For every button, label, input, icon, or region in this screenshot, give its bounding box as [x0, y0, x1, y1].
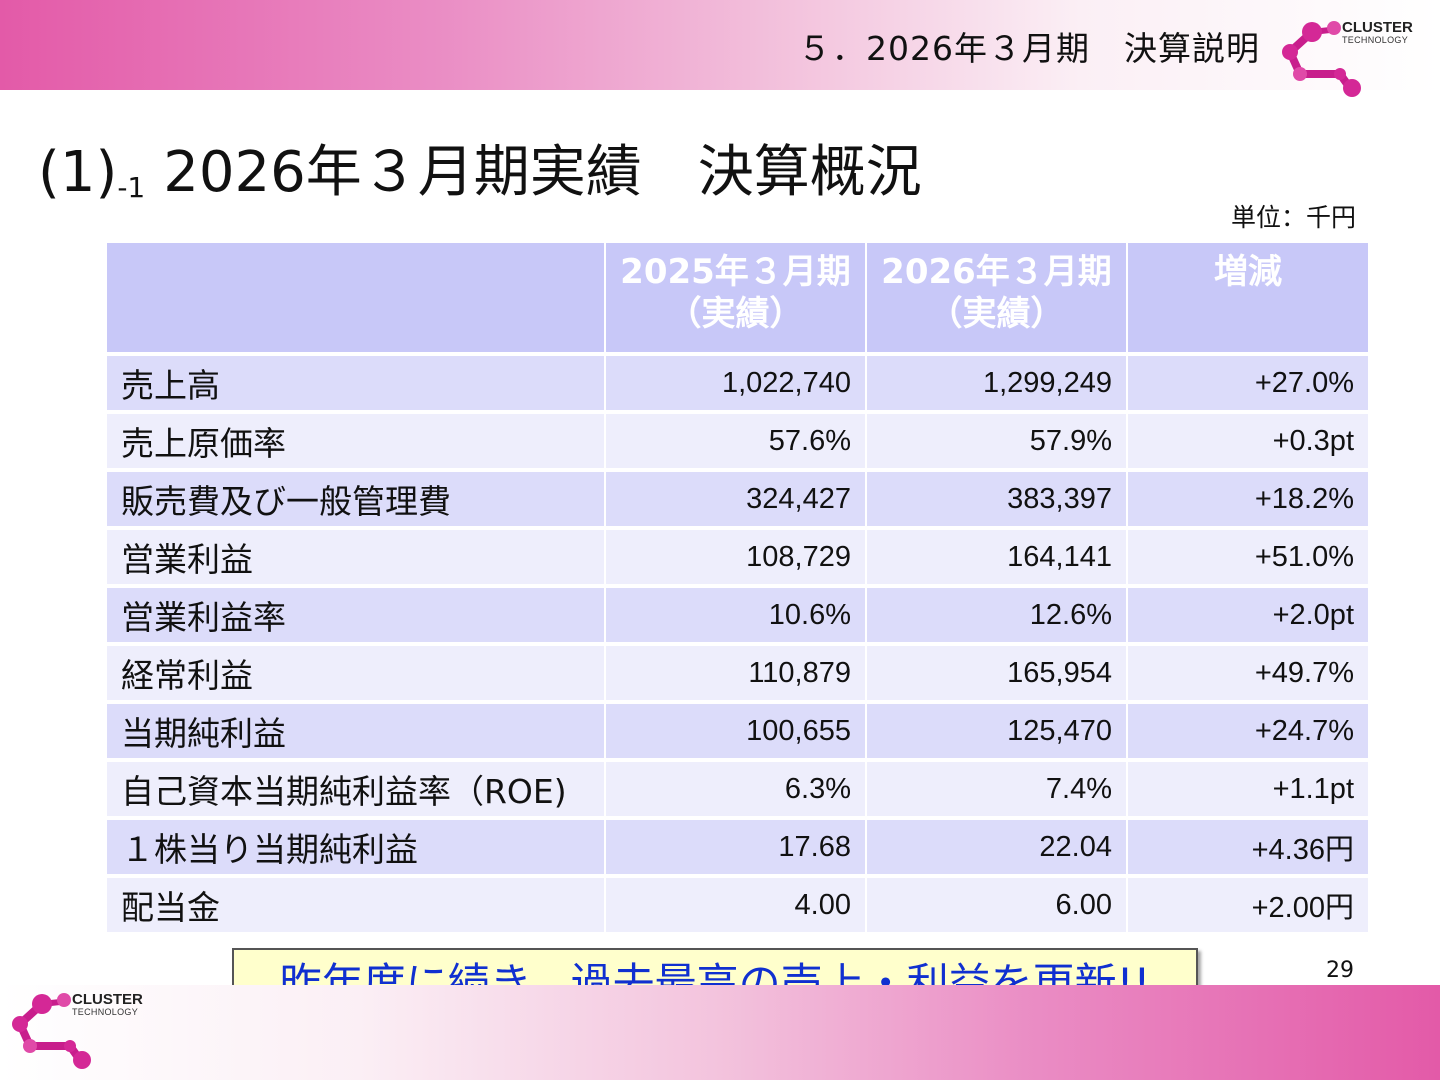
table-row: 当期純利益 100,655 125,470 +24.7%	[107, 702, 1368, 762]
row-label: 売上高	[107, 354, 606, 414]
cell-fy2026: 6.00	[866, 876, 1128, 936]
cell-fy2025: 4.00	[605, 876, 867, 936]
cell-fy2026: 125,470	[866, 702, 1128, 762]
cell-fy2025: 6.3%	[605, 760, 867, 820]
cell-fy2025: 10.6%	[605, 586, 867, 646]
cell-change: +1.1pt	[1127, 760, 1368, 820]
table-row: 自己資本当期純利益率（ROE) 6.3% 7.4% +1.1pt	[107, 760, 1368, 820]
cell-change: +27.0%	[1127, 354, 1368, 414]
cell-change: +4.36円	[1127, 818, 1368, 878]
cell-change: +0.3pt	[1127, 412, 1368, 472]
table-row: 経常利益 110,879 165,954 +49.7%	[107, 644, 1368, 704]
section-title: ５．2026年３月期 決算説明	[798, 29, 1260, 68]
cell-fy2026: 7.4%	[866, 760, 1128, 820]
table-row: 売上原価率 57.6% 57.9% +0.3pt	[107, 412, 1368, 472]
cell-fy2026: 22.04	[866, 818, 1128, 878]
cell-fy2026: 165,954	[866, 644, 1128, 704]
header-fy2026-note: （実績）	[928, 294, 1065, 334]
row-label: 当期純利益	[107, 702, 606, 762]
logo-text-technology: TECHNOLOGY	[72, 1007, 138, 1017]
header-cell-fy2026: 2026年３月期 （実績）	[866, 243, 1128, 356]
row-label: １株当り当期純利益	[107, 818, 606, 878]
row-label: 配当金	[107, 876, 606, 936]
row-label: 販売費及び一般管理費	[107, 470, 606, 530]
logo-text-cluster: CLUSTER	[72, 991, 143, 1008]
page-title: (1)-1 2026年３月期実績 決算概況	[38, 140, 922, 221]
cell-change: +18.2%	[1127, 470, 1368, 530]
table-row: 配当金 4.00 6.00 +2.00円	[107, 876, 1368, 936]
header-change-label: 増減	[1214, 252, 1282, 292]
cell-change: +2.0pt	[1127, 586, 1368, 646]
cell-fy2025: 100,655	[605, 702, 867, 762]
table-row: １株当り当期純利益 17.68 22.04 +4.36円	[107, 818, 1368, 878]
cluster-technology-logo: CLUSTER TECHNOLOGY	[1282, 19, 1413, 97]
table-row: 売上高 1,022,740 1,299,249 +27.0%	[107, 354, 1368, 414]
cell-fy2026: 57.9%	[866, 412, 1128, 472]
header-fy2026-period: 2026年３月期	[881, 252, 1112, 292]
cell-change: +51.0%	[1127, 528, 1368, 588]
cell-fy2026: 164,141	[866, 528, 1128, 588]
cell-fy2025: 57.6%	[605, 412, 867, 472]
cell-fy2025: 17.68	[605, 818, 867, 878]
cell-fy2026: 1,299,249	[866, 354, 1128, 414]
heading-text: 2026年３月期実績 決算概況	[163, 140, 922, 205]
top-banner	[0, 0, 1440, 90]
header-fy2025-period: 2025年３月期	[620, 252, 851, 292]
cell-fy2026: 12.6%	[866, 586, 1128, 646]
row-label: 自己資本当期純利益率（ROE)	[107, 760, 606, 820]
cell-change: +24.7%	[1127, 702, 1368, 762]
cell-change: +49.7%	[1127, 644, 1368, 704]
logo-text-cluster: CLUSTER	[1342, 19, 1413, 36]
page-number: 29	[1326, 958, 1354, 983]
cell-fy2025: 108,729	[605, 528, 867, 588]
financial-summary-table: 2025年３月期 （実績） 2026年３月期 （実績） 増減 売上高 1,022,74…	[107, 243, 1368, 936]
table-row: 営業利益率 10.6% 12.6% +2.0pt	[107, 586, 1368, 646]
row-label: 売上原価率	[107, 412, 606, 472]
unit-label: 単位：千円	[1230, 203, 1356, 232]
table-header-row: 2025年３月期 （実績） 2026年３月期 （実績） 増減	[107, 243, 1368, 356]
row-label: 経常利益	[107, 644, 606, 704]
cell-change: +2.00円	[1127, 876, 1368, 936]
cell-fy2025: 1,022,740	[605, 354, 867, 414]
header-cell-fy2025: 2025年３月期 （実績）	[605, 243, 867, 356]
logo-text-technology: TECHNOLOGY	[1342, 35, 1408, 45]
cluster-molecule-icon	[1282, 21, 1361, 97]
cell-fy2025: 110,879	[605, 644, 867, 704]
cluster-molecule-icon	[12, 993, 91, 1069]
bottom-banner	[0, 985, 1440, 1080]
heading-subnumber: -1	[117, 171, 146, 204]
row-label: 営業利益率	[107, 586, 606, 646]
cell-fy2026: 383,397	[866, 470, 1128, 530]
header-cell-change: 増減	[1127, 243, 1368, 356]
row-label: 営業利益	[107, 528, 606, 588]
table-row: 販売費及び一般管理費 324,427 383,397 +18.2%	[107, 470, 1368, 530]
header-cell-label	[107, 243, 606, 356]
cell-fy2025: 324,427	[605, 470, 867, 530]
table-row: 営業利益 108,729 164,141 +51.0%	[107, 528, 1368, 588]
cluster-technology-logo-footer: CLUSTER TECHNOLOGY	[12, 991, 143, 1069]
header-fy2025-note: （実績）	[667, 294, 804, 334]
heading-number: (1)	[38, 140, 118, 205]
